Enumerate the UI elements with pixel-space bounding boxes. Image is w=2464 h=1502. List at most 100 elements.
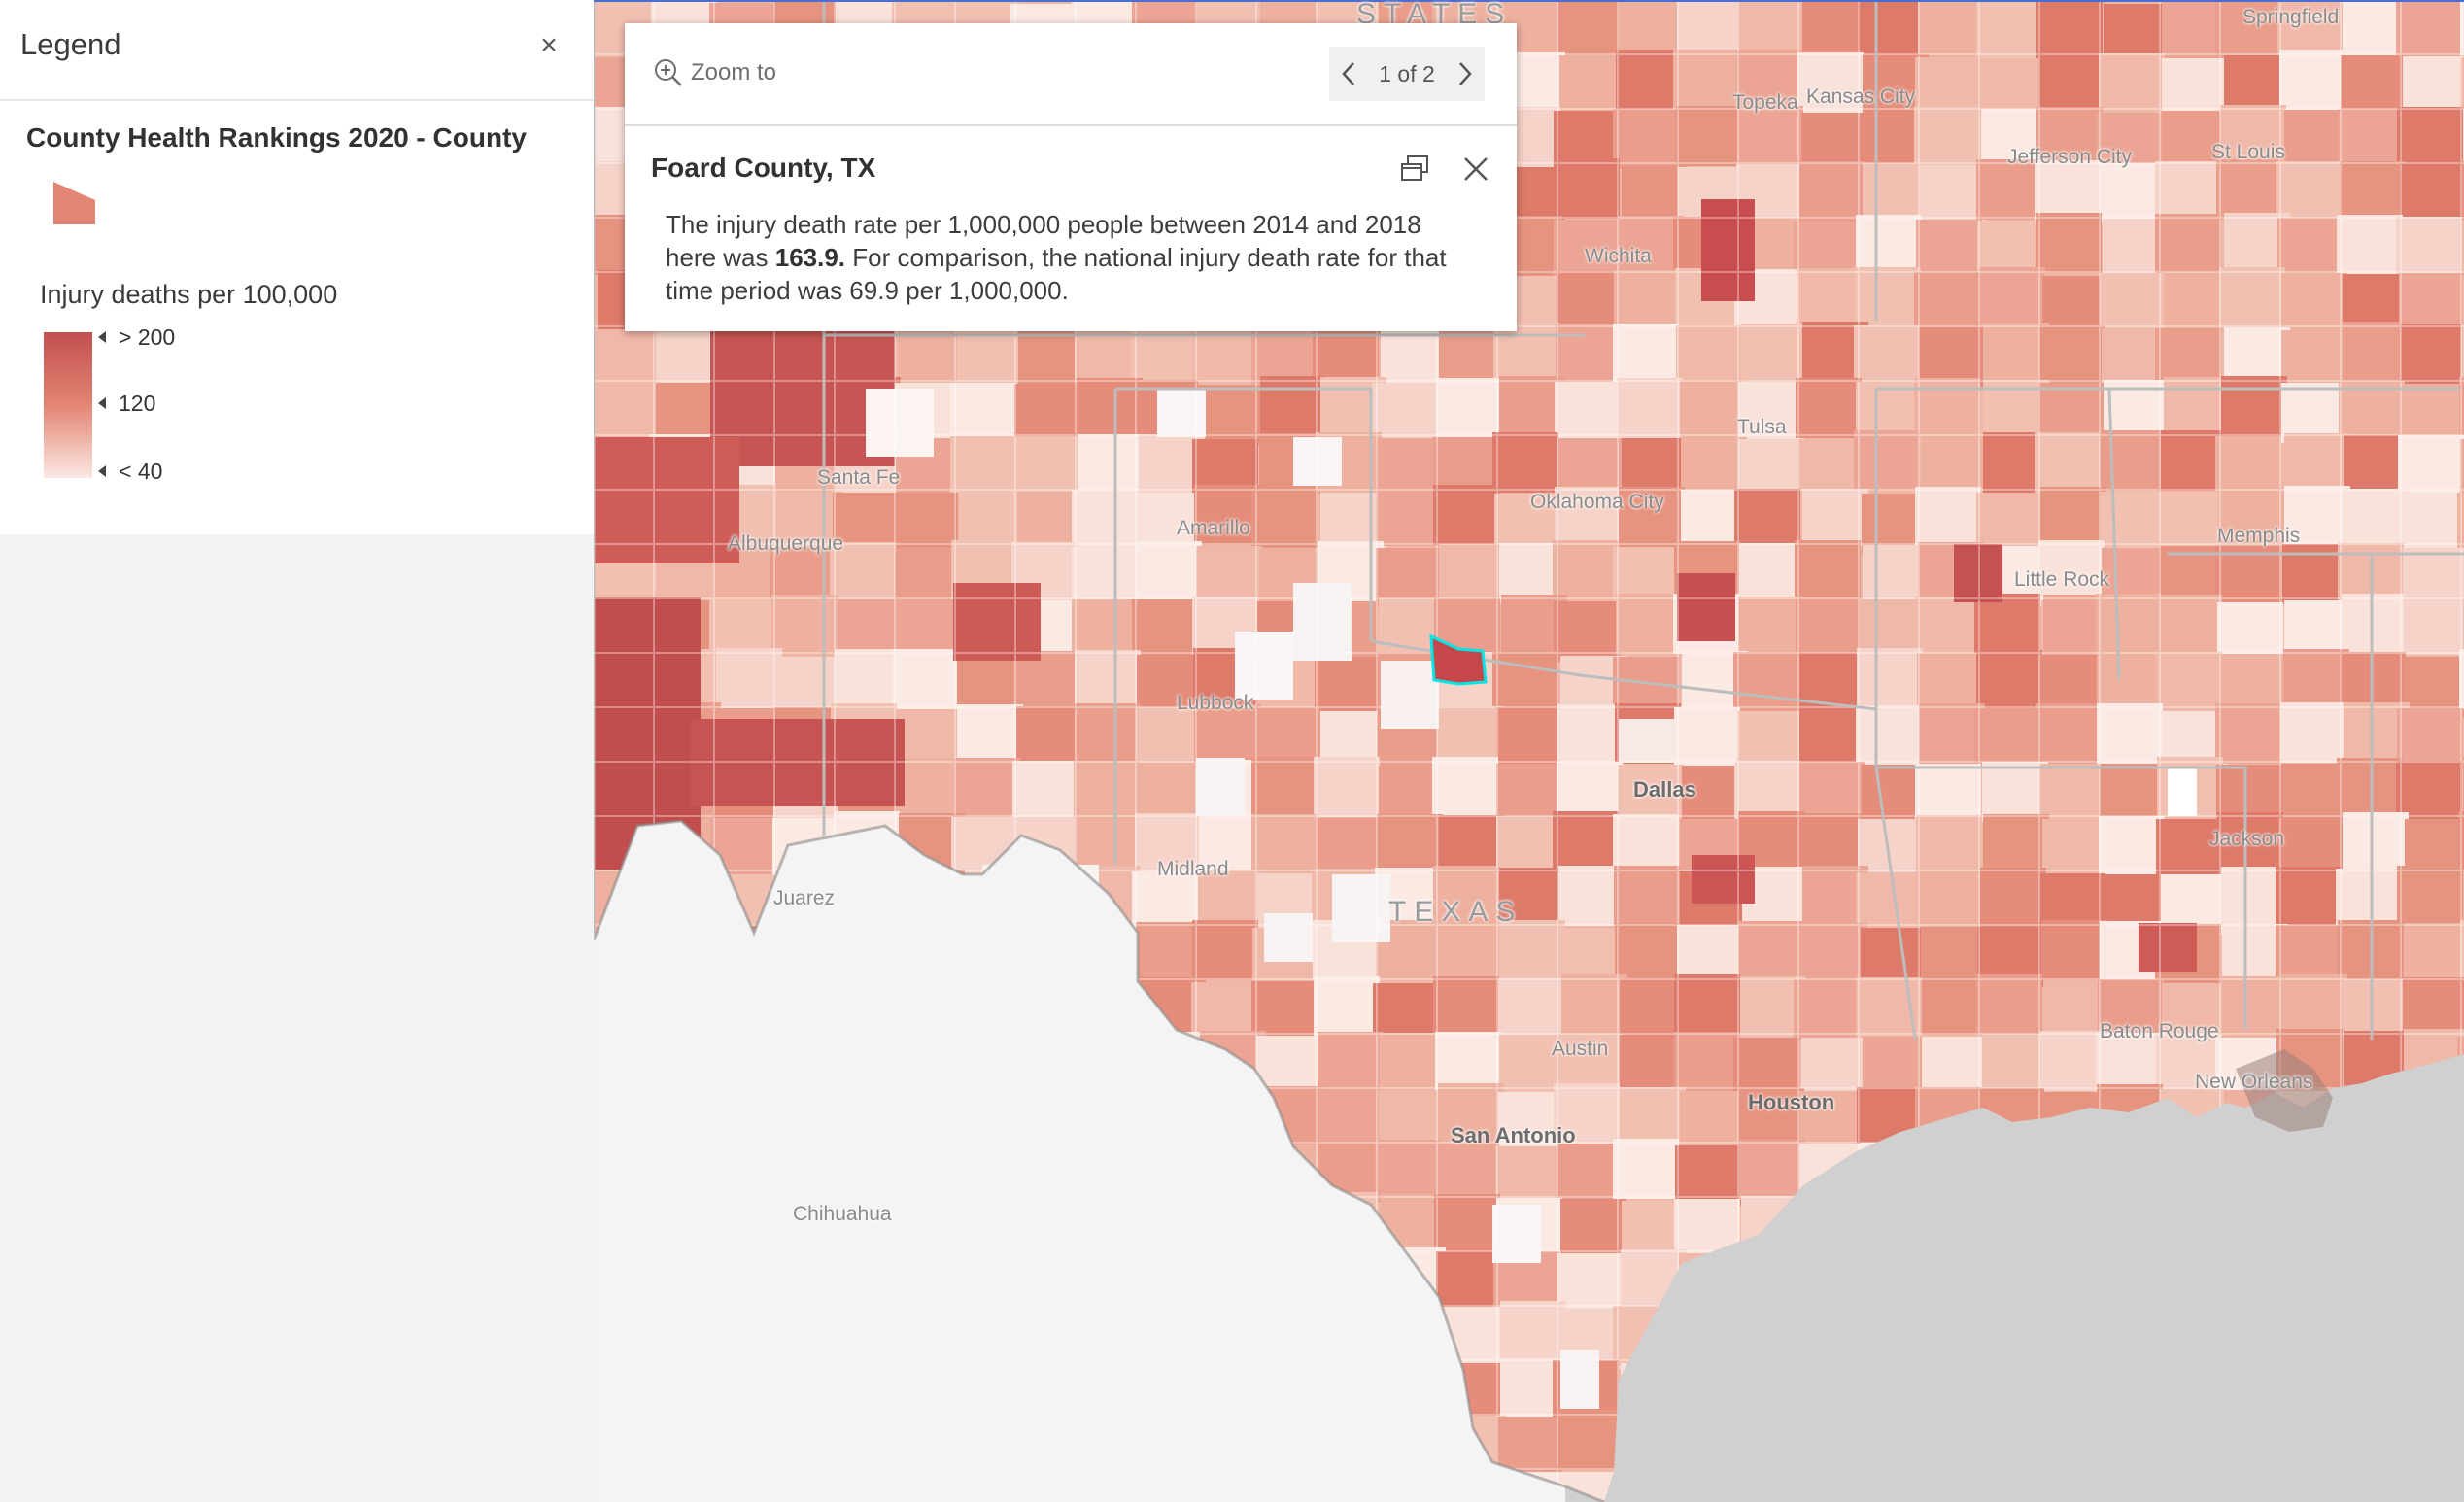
county-polygon[interactable] [837,1468,903,1502]
county-polygon[interactable] [649,1416,715,1476]
county-polygon[interactable] [1198,1199,1264,1259]
county-polygon[interactable] [951,1255,1017,1315]
county-polygon[interactable] [718,1410,784,1470]
county-polygon[interactable] [832,1356,898,1417]
county-polygon[interactable] [594,979,657,1040]
county-polygon[interactable] [1014,979,1080,1040]
county-polygon[interactable] [1200,1145,1266,1206]
county-polygon[interactable] [891,1199,957,1259]
county-polygon[interactable] [1013,1418,1079,1479]
county-polygon[interactable] [1256,1413,1322,1473]
county-polygon[interactable] [712,1084,778,1144]
county-polygon[interactable] [830,980,896,1041]
county-polygon[interactable] [774,1355,840,1416]
county-polygon[interactable] [830,1090,896,1150]
county-polygon[interactable] [1318,1471,1384,1502]
county-polygon[interactable] [831,1309,897,1369]
county-polygon[interactable] [958,1195,1024,1255]
county-polygon[interactable] [710,1466,776,1502]
county-polygon[interactable] [1019,1139,1085,1199]
county-polygon[interactable] [771,1038,838,1098]
county-polygon[interactable] [1198,1470,1264,1502]
county-polygon[interactable] [1012,928,1078,988]
county-polygon[interactable] [1133,1472,1199,1502]
county-polygon[interactable] [956,1086,1022,1146]
county-polygon[interactable] [954,1412,1020,1472]
county-polygon[interactable] [594,1473,660,1502]
county-polygon[interactable] [956,1472,1022,1502]
county-polygon[interactable] [594,927,657,987]
county-polygon[interactable] [892,1141,958,1201]
county-polygon[interactable] [833,1037,899,1097]
county-polygon[interactable] [1071,1363,1137,1423]
county-polygon[interactable] [594,1309,656,1369]
selected-county-foard[interactable] [1429,633,1488,686]
county-polygon[interactable] [652,1472,718,1502]
county-polygon[interactable] [951,874,1017,935]
county-polygon[interactable] [1192,1363,1258,1423]
county-polygon[interactable] [649,1092,715,1152]
county-polygon[interactable] [1136,1199,1202,1259]
county-polygon[interactable] [1076,1309,1142,1369]
county-polygon[interactable] [832,1146,898,1207]
county-polygon[interactable] [1319,1417,1386,1478]
county-polygon[interactable] [709,1362,775,1422]
county-polygon[interactable] [594,1092,659,1152]
county-polygon[interactable] [892,983,958,1043]
county-polygon[interactable] [1380,1471,1446,1502]
county-polygon[interactable] [898,1252,964,1313]
county-polygon[interactable] [1015,1036,1081,1096]
county-polygon[interactable] [1133,1410,1199,1470]
county-polygon[interactable] [1251,1195,1318,1255]
county-polygon[interactable] [770,976,837,1037]
county-polygon[interactable] [1379,1362,1445,1422]
county-polygon[interactable] [1192,1411,1258,1471]
county-polygon[interactable] [1011,1362,1078,1422]
county-polygon[interactable] [711,1037,777,1097]
county-polygon[interactable] [957,924,1023,984]
county-polygon[interactable] [1071,929,1137,989]
county-polygon[interactable] [899,870,965,931]
county-polygon[interactable] [1078,1035,1145,1095]
county-polygon[interactable] [838,871,905,932]
county-polygon[interactable] [1254,1361,1320,1421]
county-polygon[interactable] [899,1304,965,1364]
county-polygon[interactable] [594,1030,660,1090]
close-icon[interactable]: × [540,29,558,61]
county-polygon[interactable] [1312,1359,1378,1419]
county-polygon[interactable] [1010,1201,1077,1261]
county-polygon[interactable] [594,1197,660,1257]
county-polygon[interactable] [952,978,1018,1039]
county-polygon[interactable] [658,1197,724,1257]
county-polygon[interactable] [1139,1088,1205,1148]
county-polygon[interactable] [951,1355,1017,1416]
county-polygon[interactable] [1251,1472,1318,1502]
county-polygon[interactable] [594,1360,656,1420]
county-polygon[interactable] [836,920,902,980]
county-polygon[interactable] [1011,1467,1078,1502]
county-polygon[interactable] [1251,1305,1318,1365]
county-polygon[interactable] [774,1141,840,1201]
county-polygon[interactable] [772,923,838,983]
county-polygon[interactable] [836,1412,902,1472]
county-polygon[interactable] [1433,1467,1499,1502]
county-polygon[interactable] [1076,1084,1142,1144]
county-polygon[interactable] [770,1411,836,1471]
county-polygon[interactable] [891,1084,957,1144]
county-polygon[interactable] [1139,1307,1205,1367]
county-polygon[interactable] [1077,1255,1143,1315]
county-polygon[interactable] [594,1255,658,1315]
county-polygon[interactable] [1255,1250,1321,1311]
county-polygon[interactable] [710,1310,776,1370]
county-polygon[interactable] [776,1303,842,1363]
dock-icon[interactable] [1399,154,1430,185]
county-polygon[interactable] [1019,1091,1085,1151]
county-polygon[interactable] [1072,1201,1138,1261]
county-polygon[interactable] [1376,1411,1442,1471]
county-polygon[interactable] [1320,1255,1386,1315]
county-polygon[interactable] [656,1255,722,1315]
chevron-right-icon[interactable] [1454,60,1475,87]
county-polygon[interactable] [650,1029,716,1089]
county-polygon[interactable] [717,1196,783,1256]
county-polygon[interactable] [899,923,965,983]
